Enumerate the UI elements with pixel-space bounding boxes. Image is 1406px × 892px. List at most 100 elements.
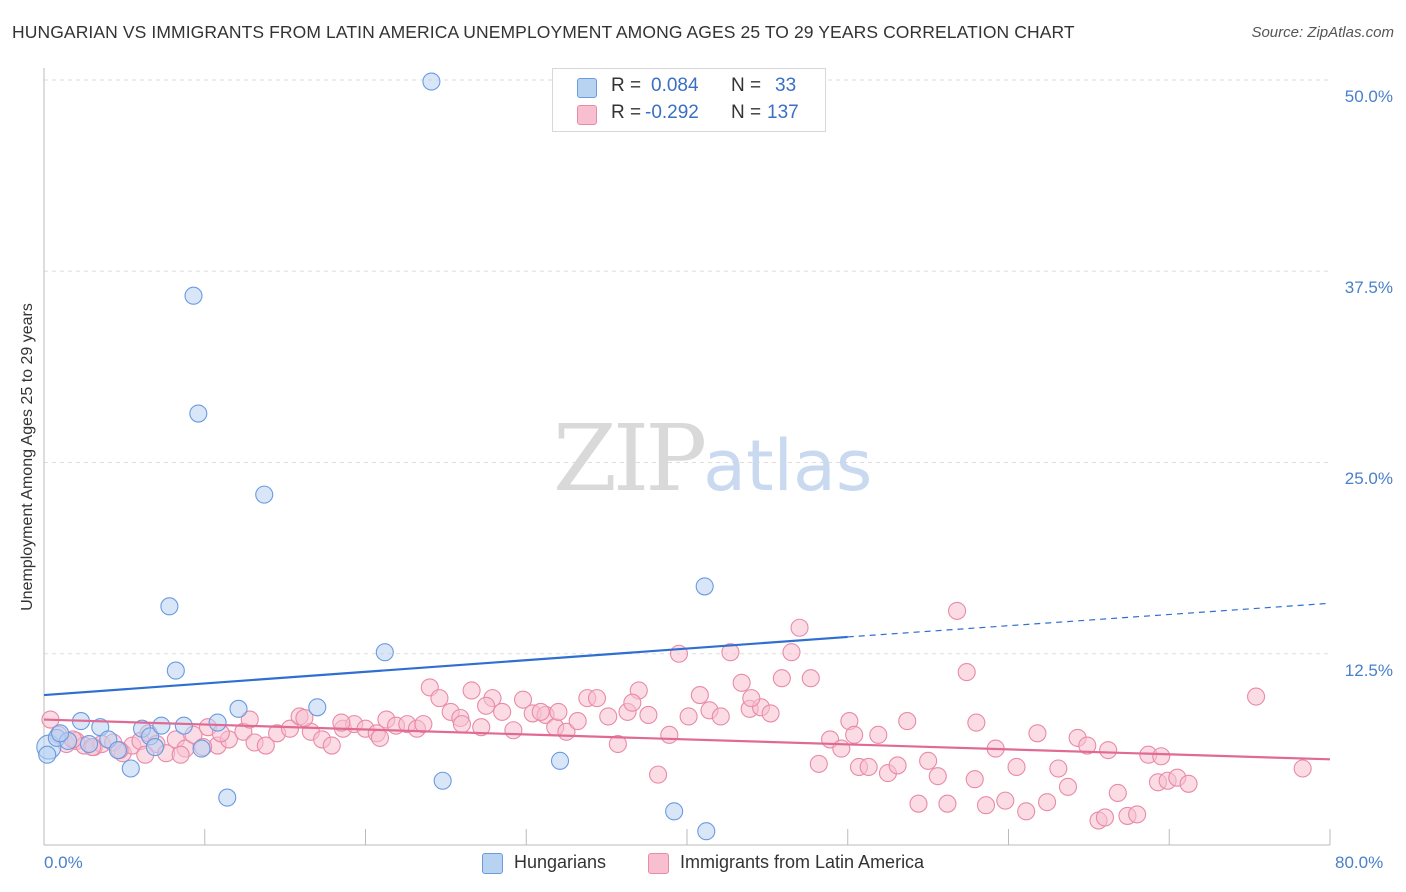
point-hungarians [189,404,208,423]
point-latin-america [869,725,888,744]
point-latin-america [513,690,533,709]
chart-title: HUNGARIAN VS IMMIGRANTS FROM LATIN AMERI… [12,22,1075,42]
point-hungarians [166,661,185,680]
point-hungarians [108,741,127,760]
point-latin-america [996,791,1015,810]
point-latin-america [256,736,275,755]
point-latin-america [1095,808,1114,827]
point-hungarians [208,713,227,732]
point-hungarians [229,699,248,718]
point-latin-america [1078,736,1097,755]
point-latin-america [472,718,491,737]
point-hungarians [184,286,203,305]
legend-n-label: N = [731,75,762,96]
trend-line-hungarians [43,635,848,697]
legend-swatch-blue [482,853,503,874]
point-latin-america [721,643,740,662]
legend-row-latin-america: R = -0.292 N = 137 [553,100,825,126]
point-latin-america [623,693,642,712]
point-latin-america [370,728,390,747]
legend-label-latin-america: Immigrants from Latin America [680,852,925,872]
point-latin-america [761,704,780,723]
point-latin-america [1049,759,1068,778]
point-latin-america [660,725,679,744]
y-tick-label: 25.0% [1344,469,1393,488]
point-latin-america [240,710,259,729]
point-hungarians [255,485,274,504]
legend-n-label: N = [731,102,762,123]
point-latin-america [531,702,550,721]
point-hungarians [695,577,714,596]
point-latin-america [976,796,996,815]
point-latin-america [919,751,938,770]
point-latin-america [332,713,351,732]
point-latin-america [452,715,472,734]
point-hungarians [665,802,684,821]
point-latin-america [1293,759,1312,778]
point-latin-america [171,745,190,764]
point-latin-america [608,734,627,754]
correlation-legend: R = 0.084 N = 33 R = -0.292 N = 137 [552,68,826,132]
x-tick-label: 80.0% [1335,853,1384,872]
point-latin-america [430,689,449,708]
y-tick-label: 37.5% [1344,278,1393,297]
legend-r-value: -0.292 [645,102,699,123]
point-latin-america [1007,757,1026,777]
legend-row-hungarians: R = 0.084 N = 33 [553,73,825,99]
point-latin-america [809,754,828,773]
point-hungarians [308,698,327,717]
point-latin-america [414,715,433,734]
point-latin-america [859,757,878,777]
point-hungarians [422,72,441,91]
point-latin-america [1099,741,1118,760]
point-latin-america [690,686,709,705]
point-latin-america [1058,777,1078,796]
point-latin-america [462,681,481,700]
point-latin-america [845,725,864,744]
point-hungarians [174,716,193,735]
trend-line-latin-america [43,718,1331,761]
x-tick-label: 0.0% [44,853,83,872]
point-latin-america [782,643,801,662]
point-hungarians [38,745,57,764]
point-latin-america [549,702,568,721]
point-latin-america [732,673,751,692]
point-latin-america [493,702,512,721]
legend-swatch-blue [577,78,597,98]
point-hungarians [218,788,237,807]
y-axis-label: Unemployment Among Ages 25 to 29 years [19,303,36,611]
point-hungarians [152,716,171,735]
point-latin-america [1179,774,1198,793]
point-latin-america [1152,747,1171,766]
legend-r-label: R = [611,75,642,96]
point-latin-america [477,696,496,715]
point-latin-america [568,712,587,731]
point-latin-america [957,663,976,682]
point-latin-america [928,767,947,786]
point-hungarians [192,739,211,758]
point-latin-america [832,739,851,758]
point-latin-america [587,689,607,708]
point-latin-america [1128,805,1147,824]
point-latin-america [639,705,658,725]
point-hungarians [433,771,452,790]
point-latin-america [938,794,957,813]
point-latin-america [772,669,791,688]
point-latin-america [599,707,618,726]
point-latin-america [711,707,730,726]
trend-line-hungarians-projection [847,602,1331,638]
point-hungarians [145,738,164,757]
point-latin-america [888,756,907,775]
legend-n-value: 137 [767,102,799,123]
point-latin-america [948,601,967,620]
point-latin-america [1028,724,1047,743]
legend-r-value: 0.084 [651,75,699,96]
point-hungarians [121,759,140,778]
point-latin-america [898,712,917,731]
point-latin-america [1247,687,1266,706]
point-hungarians [697,822,716,841]
point-latin-america [649,765,668,784]
legend-n-value: 33 [775,75,797,96]
point-latin-america [967,713,986,732]
